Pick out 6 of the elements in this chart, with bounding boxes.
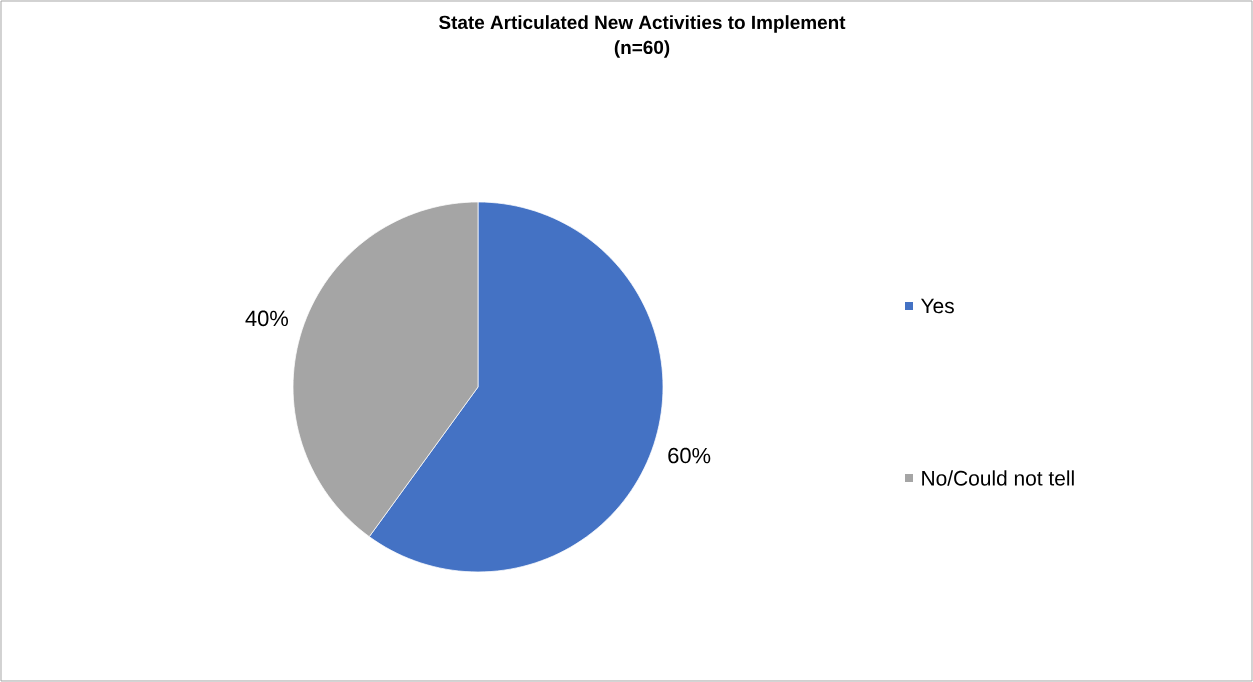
- chart-title: State Articulated New Activities to Implement: [439, 15, 846, 33]
- legend-label: Yes: [920, 298, 954, 314]
- data-label: 60%: [668, 447, 711, 464]
- chart-subtitle: (n=60): [614, 40, 670, 58]
- data-label: 40%: [245, 310, 289, 327]
- legend-label: No/Could not tell: [922, 470, 1074, 486]
